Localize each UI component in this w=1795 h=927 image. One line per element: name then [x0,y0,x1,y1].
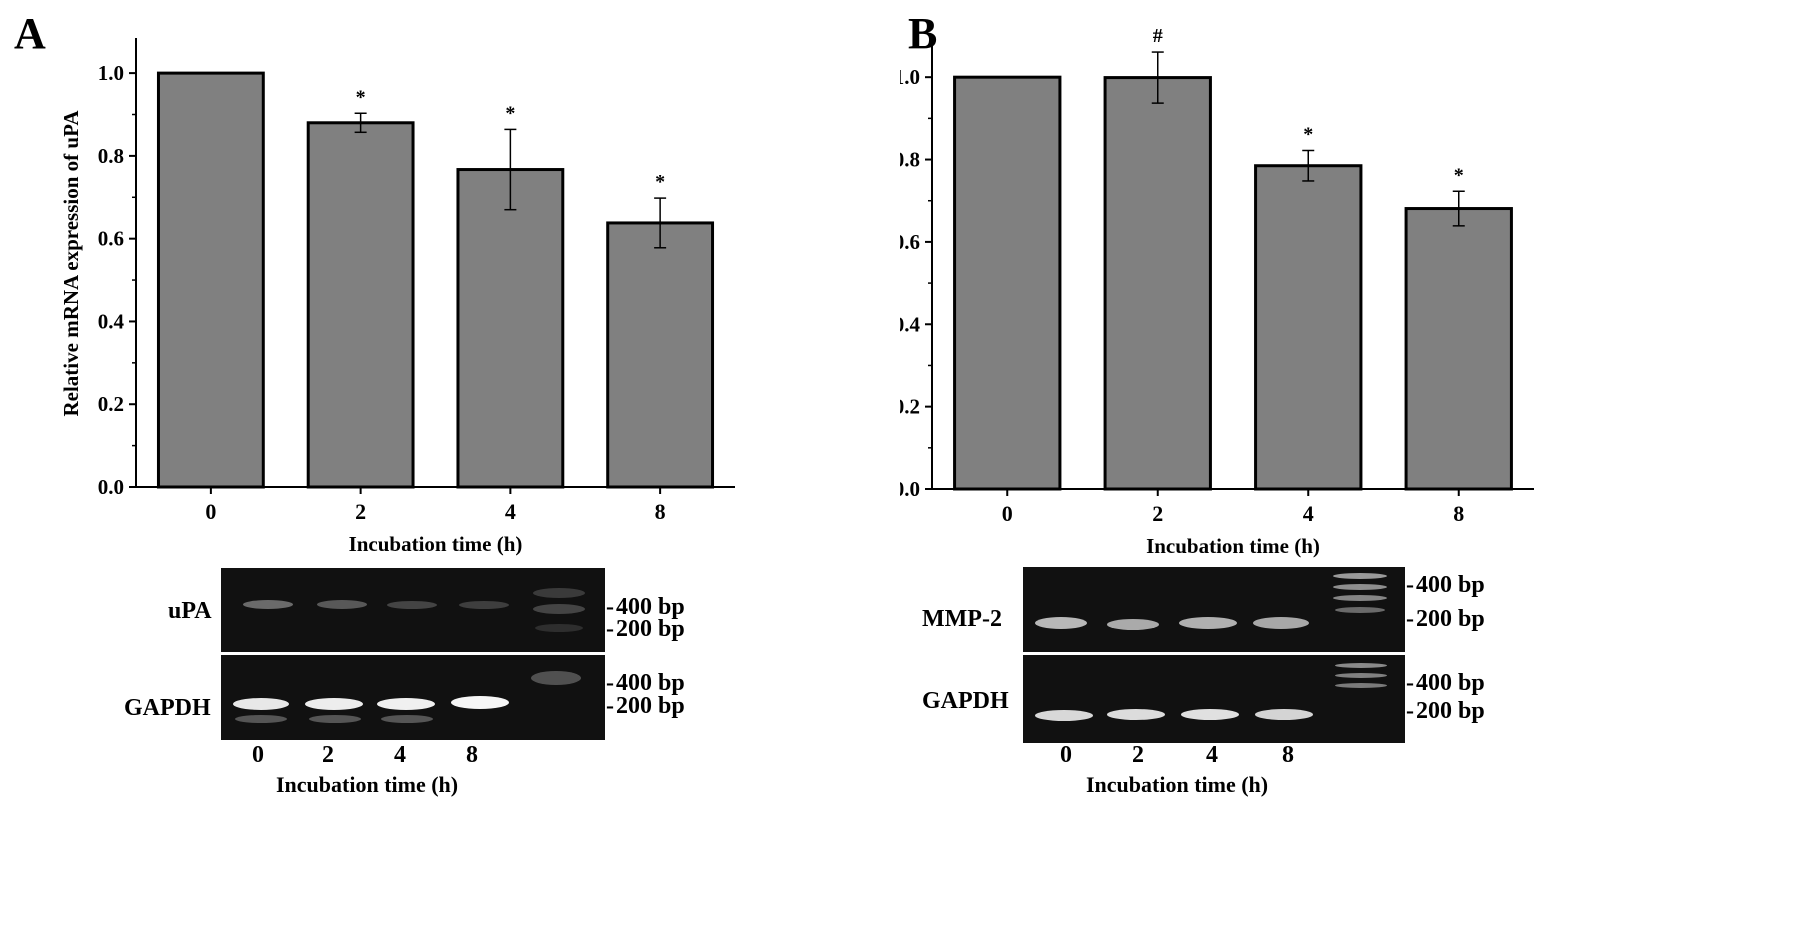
bar [1254,164,1363,491]
x-axis-label: Incubation time (h) [349,532,523,556]
x-tick-label: 8 [655,499,666,524]
bar [953,75,1062,491]
y-tick-label: 0.4 [900,312,921,336]
bar [456,168,565,489]
gel-label-upa: uPA [168,598,212,624]
y-axis-label: Relative mRNA expression of uPA [59,110,83,417]
gel-band [305,698,363,710]
significance-marker: * [505,102,515,124]
lane-label: 8 [466,742,478,768]
ladder-band [535,624,583,632]
bar [606,221,715,489]
marker-200bp: 200 bp [1406,606,1485,633]
y-tick-label: 0.2 [900,395,920,419]
gel-band [377,698,435,710]
y-tick-label: 1.0 [98,61,124,85]
x-tick-label: 4 [505,499,516,524]
lane-label: 2 [1132,742,1144,768]
marker-400bp: 400 bp [1406,572,1485,599]
gel-band [309,715,361,723]
significance-marker: * [356,86,366,108]
ladder-band [1333,595,1387,601]
bar [1103,76,1212,491]
ladder-band [1335,683,1387,688]
marker-200bp: 200 bp [606,616,685,643]
bar [1404,207,1513,491]
gel-band [451,696,509,709]
ladder-band [531,671,581,685]
ladder-band [1335,663,1387,668]
lane-label: 0 [252,742,264,768]
gel-band [235,715,287,723]
ladder-band [1333,573,1387,579]
gel-image-b [1023,567,1405,743]
gel-band [459,601,509,609]
gel-band [387,601,437,609]
lane-label: 4 [1206,742,1218,768]
gel-band [1179,617,1237,629]
bar-chart-mmp2: 0 #2 * 4 * 8 0.0 0.2 0.4 0.6 0.8 1.0 Incubation time… [900,25,1534,558]
x-tick-label: 0 [1002,501,1013,526]
gel-x-axis-label: Incubation time (h) [276,772,459,797]
gel-band [1181,709,1239,720]
gel-label-gapdh: GAPDH [124,695,211,721]
x-tick-label: 2 [1152,501,1163,526]
y-tick-label: 0.0 [98,475,124,499]
gel-band [233,698,289,710]
bar [156,71,265,489]
y-tick-label: 0.4 [98,309,125,333]
y-tick-label: 0.0 [900,477,920,501]
bar-chart-upa: 0 * 2 * 4 * 8 0.0 0.2 0.4 0.6 0.8 1.0 Incubation time… [59,38,735,556]
gel-band [1253,617,1309,629]
gel-band [243,600,293,609]
x-tick-label: 0 [205,499,216,524]
marker-400bp: 400 bp [1406,670,1485,697]
marker-400bp: 400 bp [606,670,685,697]
ladder-band [533,604,585,614]
y-tick-label: 0.8 [98,144,124,168]
gel-band [1035,710,1093,721]
x-tick-label: 2 [355,499,366,524]
gel-band [1107,619,1159,630]
significance-marker: * [1303,123,1313,145]
ladder-band [533,588,585,598]
significance-marker: # [1153,25,1163,47]
marker-200bp: 200 bp [1406,698,1485,725]
y-tick-label: 0.2 [98,392,124,416]
x-tick-label: 8 [1453,501,1464,526]
y-tick-label: 0.6 [98,227,124,251]
gel-band [1107,709,1165,720]
y-tick-label: 1.0 [900,65,920,89]
significance-marker: * [1454,164,1464,186]
gel-band [1035,617,1087,629]
gel-x-axis-label: Incubation time (h) [1086,772,1269,797]
gel-band [1255,709,1313,720]
gel-label-mmp2: MMP-2 [922,606,1002,632]
gel-band [381,715,433,723]
gel-band [317,600,367,609]
lane-label: 2 [322,742,334,768]
panel-a: A 0 * 2 * 4 * 8 0.0 0.2 0.4 0.6 0.8 1.0 Incubation ti… [0,0,900,927]
lane-label: 8 [1282,742,1294,768]
y-tick-label: 0.6 [900,230,920,254]
marker-200bp: 200 bp [606,693,685,720]
gel-label-gapdh: GAPDH [922,688,1009,714]
gel-separator [1023,652,1405,655]
x-axis-label: Incubation time (h) [1146,534,1320,558]
ladder-band [1335,607,1385,613]
lane-label: 4 [394,742,406,768]
x-tick-label: 4 [1303,501,1314,526]
gel-separator [221,652,605,655]
lane-label: 0 [1060,742,1072,768]
bar [306,121,415,489]
ladder-band [1333,584,1387,590]
panel-letter-a: A [14,9,46,58]
significance-marker: * [655,171,665,193]
y-tick-label: 0.8 [900,148,920,172]
ladder-band [1335,673,1387,678]
